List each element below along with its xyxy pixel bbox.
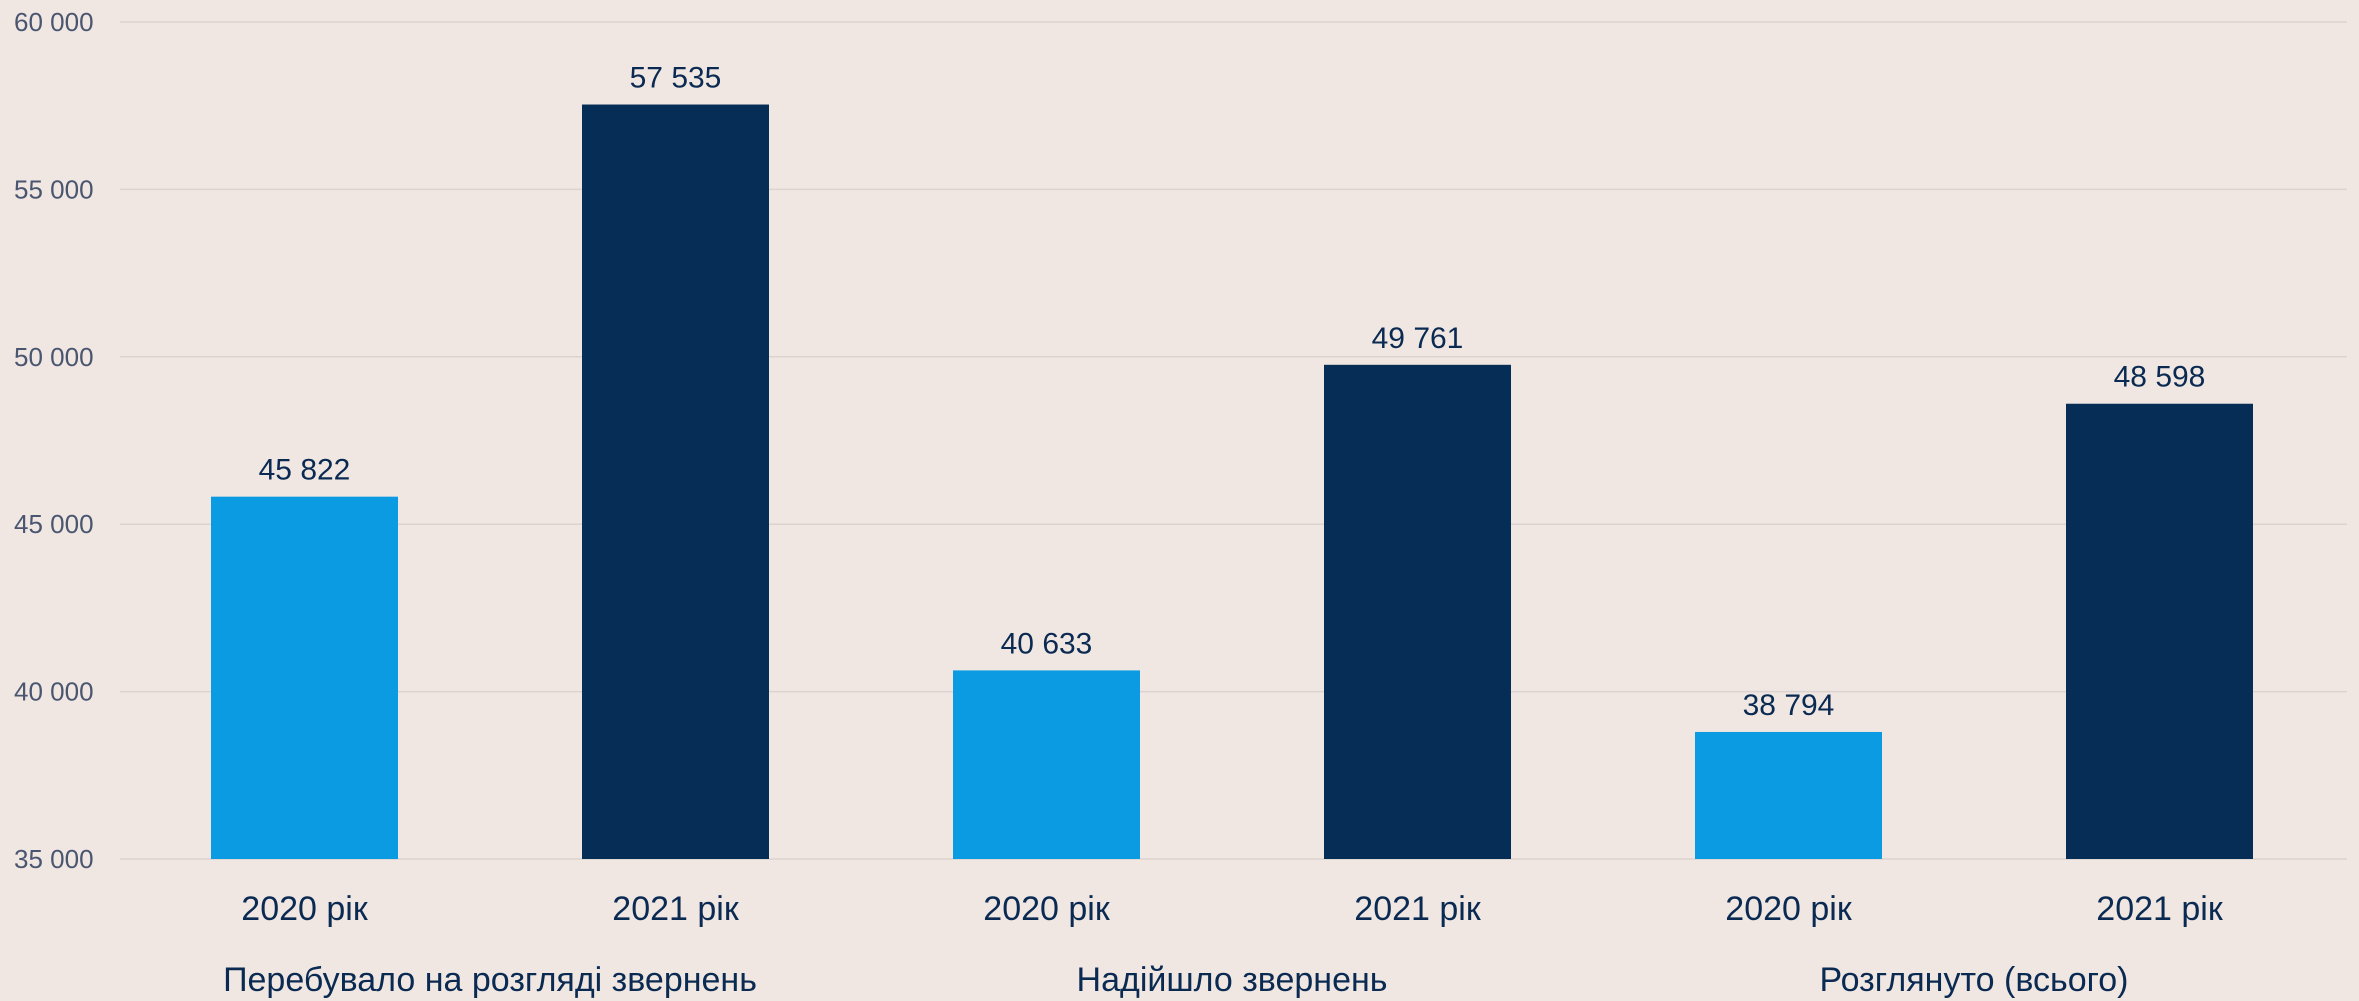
x-tick-label: 2020 рік [983, 890, 1111, 928]
x-tick-label: 2020 рік [241, 890, 369, 928]
y-tick-label: 50 000 [14, 342, 94, 372]
x-tick-label: 2021 рік [2096, 890, 2224, 928]
bar [582, 104, 769, 859]
x-tick-label: 2021 рік [612, 890, 740, 928]
gridlines [120, 21, 2347, 860]
y-tick-label: 55 000 [14, 174, 94, 204]
y-tick-label: 60 000 [14, 7, 94, 37]
group-label: Перебувало на розгляді звернень [223, 961, 757, 999]
x-tick-label: 2021 рік [1354, 890, 1482, 928]
data-labels: 45 822 57 535 40 633 49 761 38 794 48 598 [259, 62, 2206, 722]
bars [211, 104, 2253, 859]
y-tick-label: 35 000 [14, 844, 94, 874]
data-label: 57 535 [630, 62, 722, 95]
data-label: 49 761 [1372, 322, 1464, 355]
x-axis-ticks: 2020 рік 2021 рік 2020 рік 2021 рік 2020 рік… [241, 890, 2224, 928]
data-label: 40 633 [1001, 627, 1093, 660]
group-labels: Перебувало на розгляді звернень Надійшло … [223, 961, 2128, 999]
group-label: Надійшло звернень [1077, 961, 1388, 999]
group-label: Розглянуто (всього) [1819, 961, 2128, 999]
bar [1695, 731, 1882, 859]
x-tick-label: 2020 рік [1725, 890, 1853, 928]
y-tick-label: 40 000 [14, 677, 94, 707]
y-axis-ticks: 35 000 40 000 45 000 50 000 55 000 60 000 [14, 7, 94, 874]
data-label: 48 598 [2114, 361, 2206, 394]
bar [211, 496, 398, 859]
bar [1324, 364, 1511, 859]
data-label: 38 794 [1743, 689, 1835, 722]
bar [953, 670, 1140, 859]
y-tick-label: 45 000 [14, 509, 94, 539]
bar [2066, 403, 2253, 859]
data-label: 45 822 [259, 454, 351, 487]
